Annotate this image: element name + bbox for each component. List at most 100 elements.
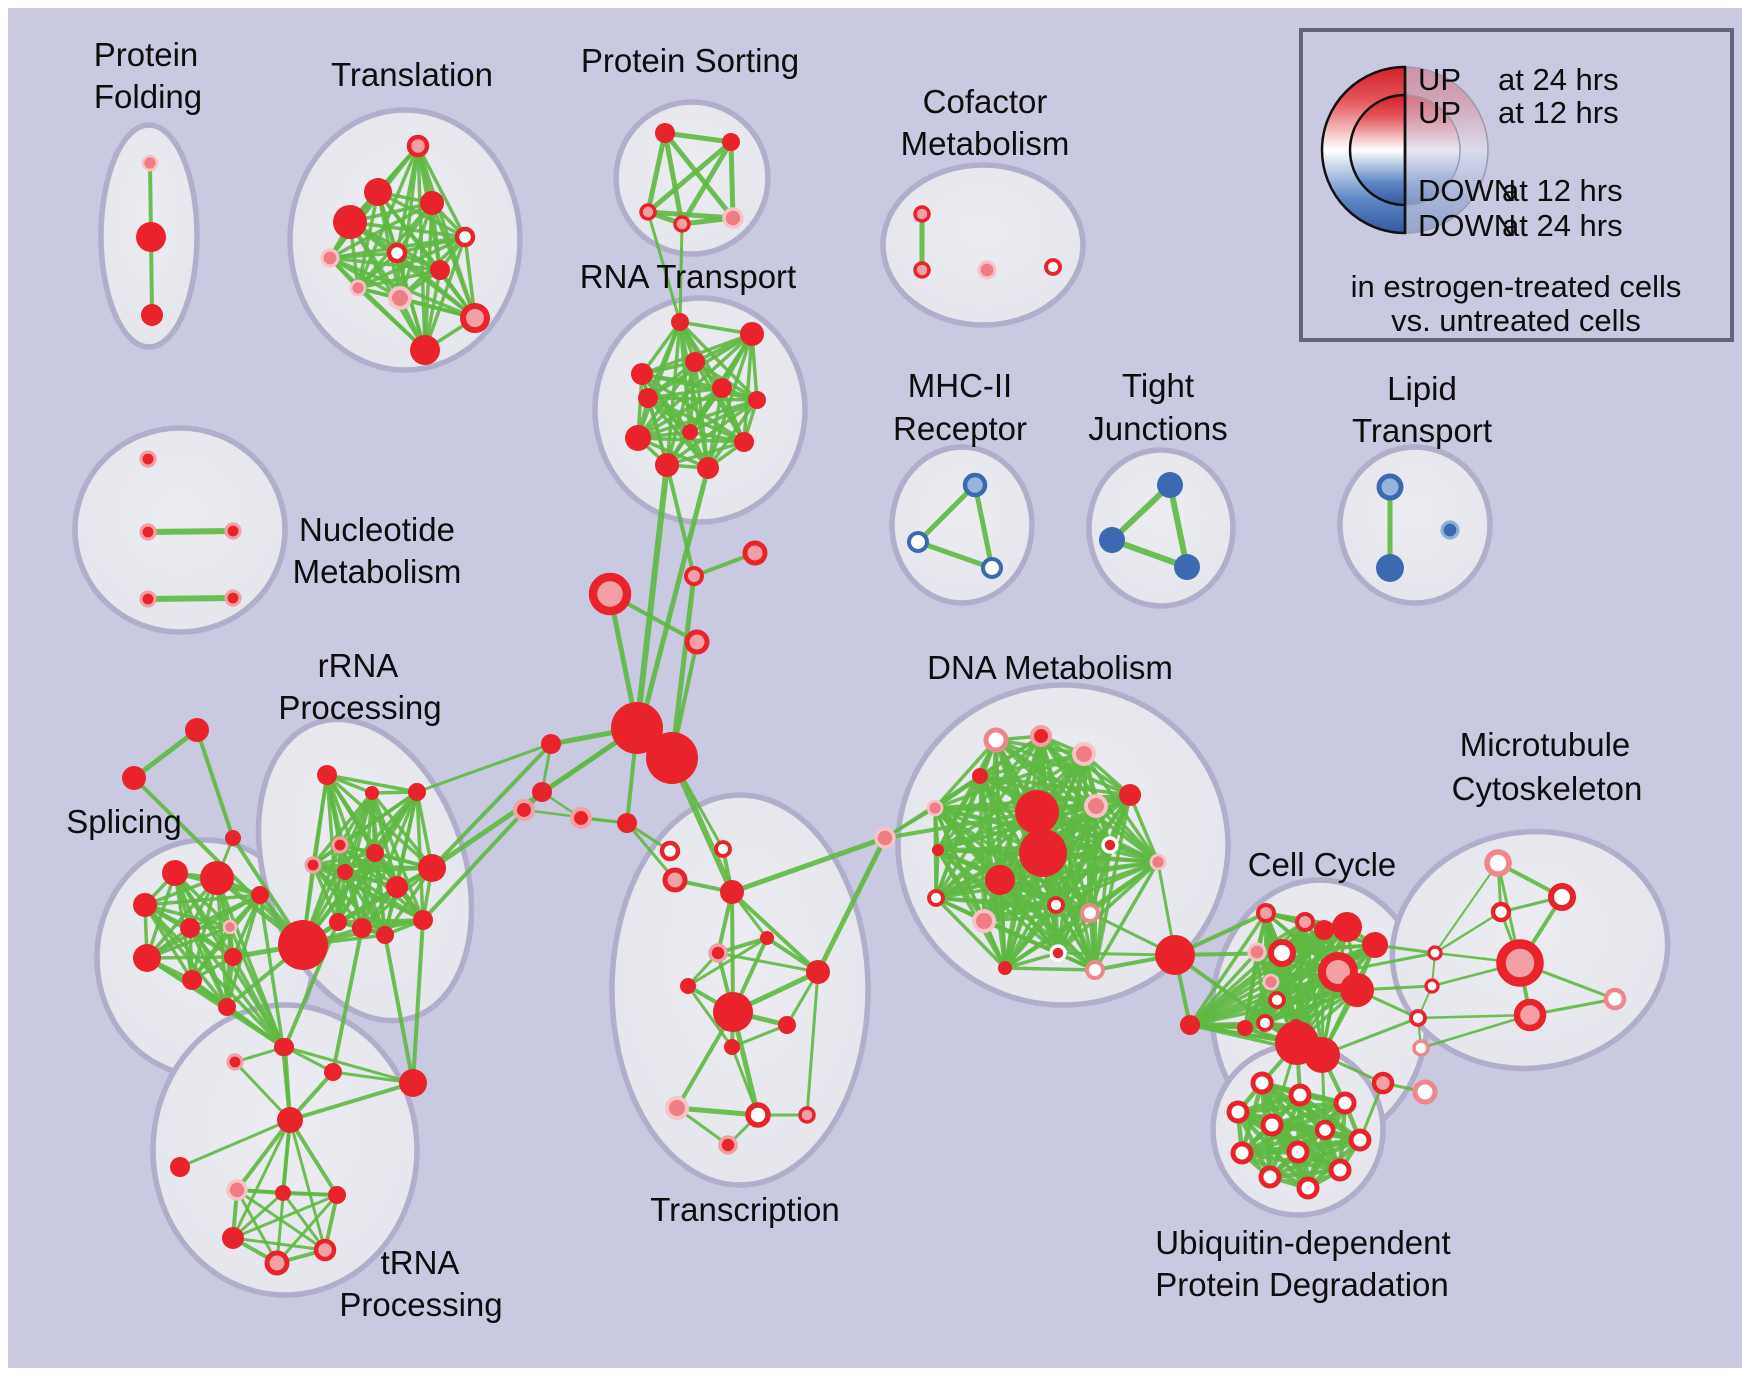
network-edge (934, 896, 1007, 970)
network-node (927, 889, 945, 907)
legend-time-1: at 12 hrs (1498, 95, 1619, 130)
network-node (320, 248, 340, 268)
network-edge (1188, 980, 1273, 1027)
network-node (713, 992, 753, 1032)
network-edge (978, 774, 1160, 864)
network-node (685, 352, 705, 372)
network-edge (674, 1105, 761, 1118)
network-node (778, 1016, 796, 1034)
network-node (1237, 1020, 1253, 1036)
network-edge (145, 528, 236, 535)
inter-cluster-edge (665, 463, 696, 578)
network-node (734, 432, 754, 452)
cluster-label-dna-metabolism: DNA Metabolism (927, 649, 1173, 686)
network-node (1268, 991, 1286, 1009)
network-node (1547, 882, 1577, 912)
network-edge (1093, 860, 1160, 972)
network-node (1440, 520, 1460, 540)
network-node (141, 154, 159, 172)
network-node (1409, 1009, 1427, 1027)
network-node (185, 718, 209, 742)
network-node (1072, 742, 1096, 766)
network-node (133, 893, 157, 917)
network-node (225, 830, 241, 846)
network-edge (416, 144, 467, 239)
legend-time-0: at 24 hrs (1498, 62, 1619, 97)
network-node (408, 783, 426, 801)
network-edge (288, 1118, 327, 1252)
network-node (745, 1102, 771, 1128)
network-edge (978, 752, 1086, 778)
network-node (1119, 784, 1141, 806)
cluster-label-nucleotide-metabolism: Metabolism (293, 553, 462, 590)
network-node (1412, 1079, 1438, 1105)
network-edge (145, 893, 262, 960)
network-node (977, 260, 997, 280)
cluster-label-cell-cycle: Cell Cycle (1248, 846, 1397, 883)
network-node (697, 457, 719, 479)
network-node (328, 1186, 346, 1204)
network-edge (645, 139, 734, 215)
network-node (1226, 1100, 1250, 1124)
network-node (224, 589, 242, 607)
inter-cluster-edge (883, 810, 1039, 840)
network-node (418, 854, 446, 882)
network-edge (1419, 1013, 1532, 1050)
network-node (329, 913, 347, 931)
network-edge (934, 843, 1112, 900)
network-node (388, 286, 412, 310)
network-node (460, 303, 490, 333)
network-node (1049, 944, 1067, 962)
network-edge (288, 1118, 339, 1197)
network-node (1149, 853, 1167, 871)
network-node (1295, 912, 1315, 932)
network-edge (143, 903, 232, 929)
network-node (1157, 472, 1183, 498)
network-edge (742, 332, 754, 444)
network-node (684, 566, 704, 586)
network-node (454, 226, 476, 248)
cluster-label-trna-processing: Processing (339, 1286, 502, 1323)
network-node (1260, 1113, 1284, 1137)
cluster-label-tight-junctions: Tight (1122, 367, 1194, 404)
network-node (1427, 945, 1443, 961)
network-edge (1243, 950, 1259, 1030)
network-node (136, 222, 166, 252)
cluster-label-cofactor-metabolism: Cofactor (923, 83, 1048, 120)
network-edge (283, 1045, 415, 1085)
network-node (1084, 794, 1108, 818)
inter-cluster-edge (415, 742, 553, 794)
network-node (1267, 938, 1297, 968)
network-edge (283, 1045, 335, 1074)
network-node (712, 378, 732, 398)
network-node (139, 523, 157, 541)
network-node (182, 970, 202, 990)
network-node (569, 806, 593, 830)
network-node (1019, 829, 1067, 877)
cluster-label-cofactor-metabolism: Metabolism (901, 125, 1070, 162)
cluster-label-protein-folding: Protein (94, 36, 199, 73)
network-node (1230, 1141, 1254, 1165)
legend-direction-0: UP (1418, 62, 1461, 97)
network-edge (1239, 1127, 1328, 1156)
network-node (304, 856, 322, 874)
network-edge (1267, 1167, 1343, 1180)
network-node (1029, 724, 1053, 748)
legend-direction-3: DOWN (1418, 208, 1516, 243)
network-edge (233, 1060, 292, 1122)
network-node (1496, 939, 1544, 987)
network-node (222, 1227, 244, 1249)
network-edge (665, 440, 746, 467)
network-node (720, 880, 744, 904)
network-node (333, 205, 367, 239)
network-edge (982, 911, 1092, 923)
inter-cluster-edge (430, 742, 553, 870)
network-node (708, 943, 728, 963)
network-edge (311, 863, 340, 924)
legend-inner-circle-left-half (1348, 93, 1407, 207)
network-node (962, 472, 988, 498)
network-node (1490, 901, 1512, 923)
network-node (1044, 258, 1062, 276)
